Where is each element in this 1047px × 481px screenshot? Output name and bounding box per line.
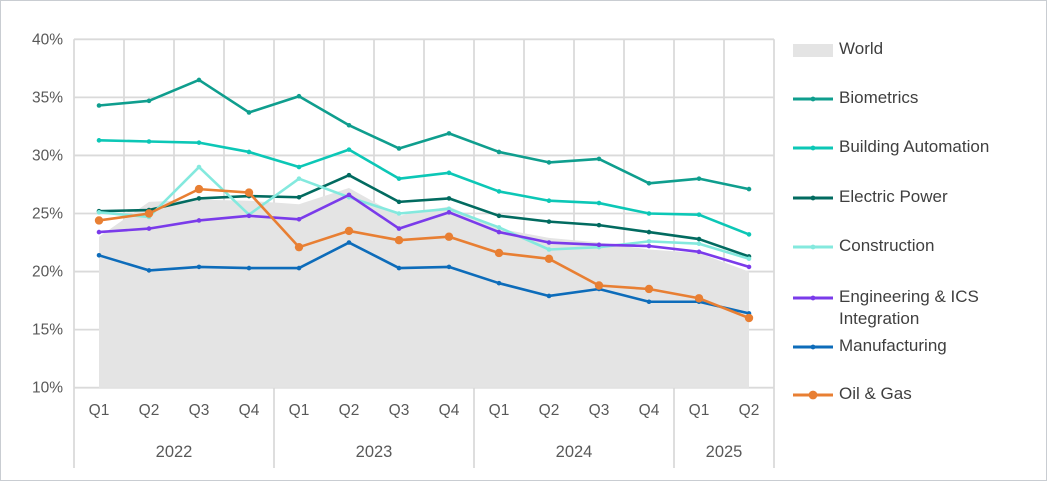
- svg-text:Q4: Q4: [239, 402, 260, 419]
- svg-text:2025: 2025: [706, 443, 743, 461]
- series-world: [99, 187, 749, 388]
- legend: World Biometrics Building Automation Electr…: [793, 1, 1043, 480]
- svg-text:2023: 2023: [356, 443, 393, 461]
- series-oil-gas: [94, 184, 754, 323]
- legend-swatch-building-automation: [793, 145, 833, 151]
- legend-item-electric-power: Electric Power: [793, 186, 948, 208]
- legend-label-construction: Construction: [839, 236, 935, 255]
- legend-label-manufacturing: Manufacturing: [839, 336, 947, 355]
- svg-text:Q4: Q4: [439, 402, 460, 419]
- svg-text:15%: 15%: [32, 322, 63, 339]
- svg-text:30%: 30%: [32, 147, 63, 164]
- legend-item-building-automation: Building Automation: [793, 136, 989, 158]
- svg-text:Q1: Q1: [489, 402, 510, 419]
- legend-item-construction: Construction: [793, 235, 934, 257]
- svg-text:Q1: Q1: [289, 402, 310, 419]
- legend-swatch-world: [793, 44, 833, 57]
- year-separators: [73, 387, 775, 468]
- svg-text:Q1: Q1: [89, 402, 110, 419]
- series-biometrics: [96, 77, 752, 192]
- svg-text:Q1: Q1: [689, 402, 710, 419]
- svg-text:20%: 20%: [32, 264, 63, 281]
- x-axis-quarter-labels: Q1 Q2 Q3 Q4 Q1 Q2 Q3 Q4 Q1 Q2 Q3 Q4 Q1 Q2: [89, 402, 760, 419]
- svg-text:Q2: Q2: [139, 402, 160, 419]
- y-axis-labels: 40% 35% 30% 25% 20% 15% 10%: [32, 31, 63, 396]
- legend-label-electric-power: Electric Power: [839, 187, 948, 206]
- legend-item-world: World: [793, 38, 883, 60]
- series-engineering-ics-integration: [96, 192, 752, 270]
- legend-label-building-automation: Building Automation: [839, 137, 990, 156]
- x-axis-year-labels: 2022 2023 2024 2025: [156, 443, 743, 461]
- legend-swatch-biometrics: [793, 96, 833, 102]
- legend-swatch-manufacturing: [793, 344, 833, 350]
- legend-swatch-oil-gas: [793, 390, 833, 400]
- legend-swatch-electric-power: [793, 195, 833, 201]
- svg-text:Q3: Q3: [389, 402, 410, 419]
- svg-text:Q2: Q2: [539, 402, 560, 419]
- legend-label-biometrics: Biometrics: [839, 88, 919, 107]
- legend-item-oil-gas: Oil & Gas: [793, 383, 912, 405]
- svg-text:10%: 10%: [32, 380, 63, 397]
- svg-text:Q2: Q2: [739, 402, 760, 419]
- svg-text:35%: 35%: [32, 89, 63, 106]
- legend-swatch-construction: [793, 244, 833, 250]
- svg-text:25%: 25%: [32, 206, 63, 223]
- svg-text:Q3: Q3: [589, 402, 610, 419]
- legend-item-biometrics: Biometrics: [793, 87, 918, 109]
- svg-text:2022: 2022: [156, 443, 193, 461]
- svg-text:2024: 2024: [556, 443, 593, 461]
- legend-swatch-engineering-ics-integration: [793, 295, 833, 301]
- legend-label-oil-gas: Oil & Gas: [839, 384, 912, 403]
- legend-item-manufacturing: Manufacturing: [793, 335, 947, 357]
- legend-item-engineering-ics-integration: Engineering & ICS Integration: [793, 286, 1039, 330]
- svg-text:Q2: Q2: [339, 402, 360, 419]
- legend-label-engineering-ics-integration: Engineering & ICS Integration: [839, 287, 979, 328]
- svg-text:40%: 40%: [32, 31, 63, 48]
- svg-text:Q3: Q3: [189, 402, 210, 419]
- series-building-automation: [96, 138, 752, 237]
- svg-text:Q4: Q4: [639, 402, 660, 419]
- legend-label-world: World: [839, 39, 884, 58]
